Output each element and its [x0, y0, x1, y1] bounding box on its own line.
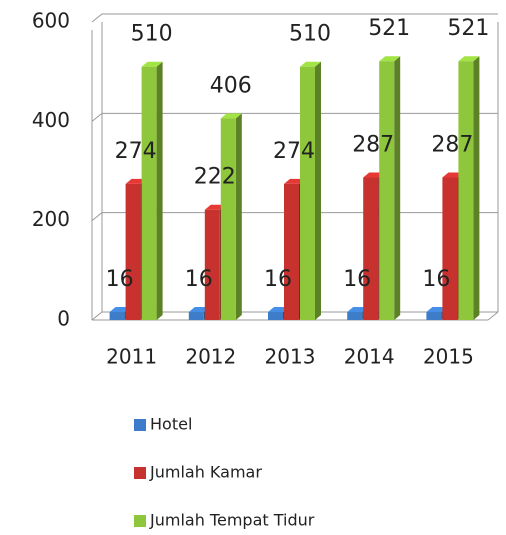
legend-swatch [134, 419, 146, 431]
value-label: 510 [289, 22, 331, 47]
x-tick-label: 2012 [185, 345, 236, 369]
value-label: 222 [194, 165, 236, 190]
bar-top [141, 61, 163, 67]
y-tick-label: 0 [57, 307, 70, 331]
bar-side [235, 113, 242, 320]
bar [268, 312, 283, 320]
bar-side [315, 61, 321, 320]
bar [125, 183, 141, 320]
bar [220, 118, 236, 320]
bar [204, 209, 220, 320]
bar-top [125, 178, 147, 184]
value-label: 521 [447, 16, 489, 41]
floor-right [487, 311, 499, 321]
legend-label: Jumlah Tempat Tidur [149, 511, 315, 530]
value-label: 521 [368, 16, 410, 41]
bar [300, 66, 315, 320]
value-label: 16 [185, 267, 213, 292]
value-label: 406 [210, 73, 252, 98]
grid-line [91, 112, 498, 122]
value-label: 16 [264, 267, 292, 292]
bar-top [363, 172, 385, 178]
bar [347, 312, 363, 320]
bar-top [204, 204, 226, 210]
bar-top [442, 172, 464, 178]
bar-side [473, 56, 480, 321]
value-label: 16 [422, 267, 450, 292]
bar-top [347, 307, 369, 313]
bar [141, 66, 157, 320]
value-label: 287 [431, 132, 473, 157]
x-tick-label: 2011 [106, 345, 157, 369]
y-tick-label: 600 [32, 9, 70, 33]
bar-top [426, 307, 448, 313]
y-tick-label: 400 [32, 108, 70, 132]
legend-swatch [134, 467, 146, 479]
bar [442, 177, 458, 320]
bar-top [109, 307, 131, 313]
bar [426, 312, 442, 320]
x-tick-label: 2013 [265, 345, 316, 369]
x-tick-label: 2015 [423, 345, 474, 369]
grid-line [91, 13, 498, 23]
x-tick-label: 2014 [344, 345, 395, 369]
bar [363, 177, 379, 320]
bar-top [300, 61, 321, 67]
bar-top [284, 178, 305, 184]
value-label: 274 [115, 139, 157, 164]
bar-top [268, 307, 289, 313]
bar-top [220, 113, 242, 119]
value-label: 274 [273, 139, 315, 164]
bar [188, 312, 204, 320]
bar-side [156, 61, 163, 320]
bar-side [394, 56, 401, 321]
value-label: 16 [343, 267, 371, 292]
value-label: 287 [352, 132, 394, 157]
bar [284, 183, 299, 320]
bar-top [379, 56, 401, 62]
bar [458, 61, 474, 321]
bar-top [458, 56, 480, 62]
bar [379, 61, 395, 321]
value-label: 16 [106, 267, 134, 292]
value-label: 510 [131, 22, 173, 47]
legend-label: Hotel [150, 415, 192, 434]
bar [109, 312, 125, 320]
bar-top [188, 307, 210, 313]
y-tick-label: 200 [32, 207, 70, 231]
legend-label: Jumlah Kamar [149, 463, 262, 482]
legend-swatch [134, 515, 146, 527]
